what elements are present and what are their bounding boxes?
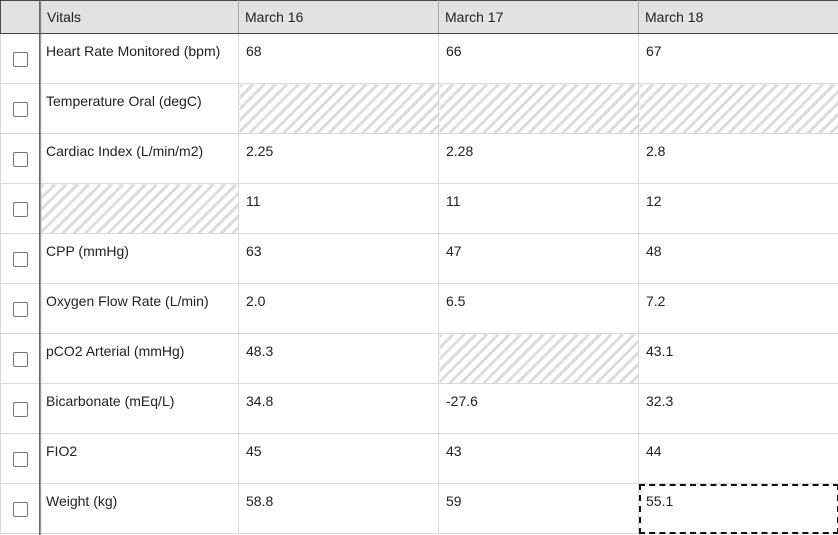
value-cell[interactable]: 2.8 (638, 133, 838, 184)
header-row: Vitals March 16 March 17 March 18 (0, 0, 838, 34)
value-cell[interactable]: 11 (438, 183, 639, 234)
value-cell[interactable]: 2.25 (238, 133, 439, 184)
vital-name-cell[interactable]: CPP (mmHg) (40, 233, 239, 284)
select-all-header[interactable] (0, 0, 41, 34)
row-checkbox[interactable] (13, 452, 28, 468)
row-select-cell (0, 483, 41, 534)
row-select-cell (0, 333, 41, 384)
row-checkbox[interactable] (13, 402, 28, 418)
value-cell[interactable]: 7.2 (638, 283, 838, 334)
table-row: Heart Rate Monitored (bpm) 68 66 67 (0, 33, 838, 84)
column-header-day[interactable]: March 16 (238, 0, 439, 34)
table-row: Cardiac Index (L/min/m2) 2.25 2.28 2.8 (0, 133, 838, 184)
table-row: Weight (kg) 58.8 59 55.1 (0, 483, 838, 534)
value-cell[interactable]: 58.8 (238, 483, 439, 534)
value-cell[interactable]: 66 (438, 33, 639, 84)
column-header-day[interactable]: March 18 (638, 0, 838, 34)
table-row: Bicarbonate (mEq/L) 34.8 -27.6 32.3 (0, 383, 838, 434)
row-select-cell (0, 33, 41, 84)
table-row: CPP (mmHg) 63 47 48 (0, 233, 838, 284)
row-select-cell (0, 283, 41, 334)
column-header-vitals[interactable]: Vitals (40, 0, 239, 34)
value-cell[interactable]: 12 (638, 183, 838, 234)
empty-vital-name-cell[interactable] (40, 183, 239, 234)
row-checkbox[interactable] (13, 52, 28, 68)
empty-value-cell[interactable] (438, 83, 639, 134)
column-header-day[interactable]: March 17 (438, 0, 639, 34)
row-checkbox[interactable] (13, 202, 28, 218)
value-cell[interactable]: -27.6 (438, 383, 639, 434)
value-cell[interactable]: 45 (238, 433, 439, 484)
value-cell[interactable]: 44 (638, 433, 838, 484)
value-cell[interactable]: 11 (238, 183, 439, 234)
value-cell[interactable]: 34.8 (238, 383, 439, 434)
value-cell[interactable]: 48.3 (238, 333, 439, 384)
table-row: Oxygen Flow Rate (L/min) 2.0 6.5 7.2 (0, 283, 838, 334)
value-cell[interactable]: 43.1 (638, 333, 838, 384)
value-cell[interactable]: 6.5 (438, 283, 639, 334)
row-checkbox[interactable] (13, 152, 28, 168)
selected-value-cell[interactable]: 55.1 (638, 483, 838, 534)
value-cell[interactable]: 2.28 (438, 133, 639, 184)
vital-name-cell[interactable]: FIO2 (40, 433, 239, 484)
empty-value-cell[interactable] (438, 333, 639, 384)
table-row: pCO2 Arterial (mmHg) 48.3 43.1 (0, 333, 838, 384)
row-select-cell (0, 383, 41, 434)
row-select-cell (0, 183, 41, 234)
value-cell[interactable]: 32.3 (638, 383, 838, 434)
vital-name-cell[interactable]: Temperature Oral (degC) (40, 83, 239, 134)
value-cell[interactable]: 48 (638, 233, 838, 284)
table-row: FIO2 45 43 44 (0, 433, 838, 484)
row-select-cell (0, 233, 41, 284)
row-checkbox[interactable] (13, 502, 28, 518)
value-cell[interactable]: 47 (438, 233, 639, 284)
vital-name-cell[interactable]: Heart Rate Monitored (bpm) (40, 33, 239, 84)
value-cell[interactable]: 43 (438, 433, 639, 484)
vital-name-cell[interactable]: Bicarbonate (mEq/L) (40, 383, 239, 434)
vital-name-cell[interactable]: Cardiac Index (L/min/m2) (40, 133, 239, 184)
row-select-cell (0, 433, 41, 484)
value-cell[interactable]: 2.0 (238, 283, 439, 334)
row-checkbox[interactable] (13, 252, 28, 268)
vital-name-cell[interactable]: Weight (kg) (40, 483, 239, 534)
row-checkbox[interactable] (13, 302, 28, 318)
value-cell[interactable]: 68 (238, 33, 439, 84)
row-select-cell (0, 83, 41, 134)
value-cell[interactable]: 59 (438, 483, 639, 534)
table-row: 11 11 12 (0, 183, 838, 234)
value-cell[interactable]: 63 (238, 233, 439, 284)
row-checkbox[interactable] (13, 102, 28, 118)
value-cell[interactable]: 67 (638, 33, 838, 84)
table-row: Temperature Oral (degC) (0, 83, 838, 134)
empty-value-cell[interactable] (238, 83, 439, 134)
vital-name-cell[interactable]: Oxygen Flow Rate (L/min) (40, 283, 239, 334)
empty-value-cell[interactable] (638, 83, 838, 134)
row-select-cell (0, 133, 41, 184)
row-checkbox[interactable] (13, 352, 28, 368)
vital-name-cell[interactable]: pCO2 Arterial (mmHg) (40, 333, 239, 384)
